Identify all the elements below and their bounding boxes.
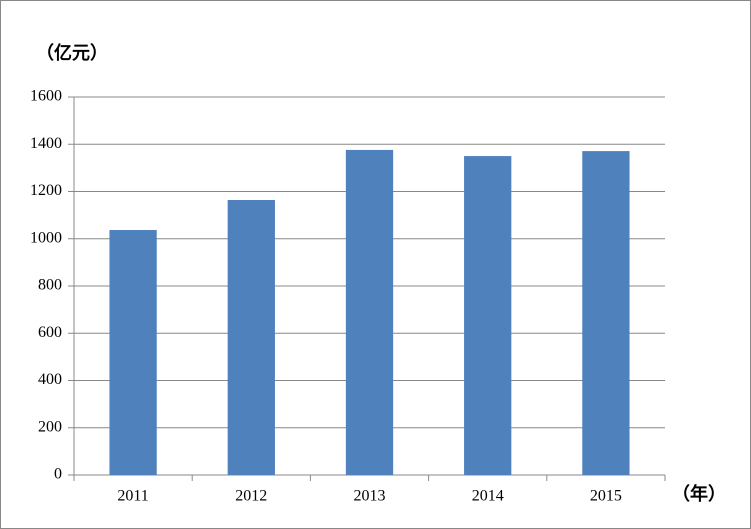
y-tick-label: 200 (38, 418, 62, 435)
y-tick-label: 1400 (30, 135, 62, 152)
bar (109, 230, 157, 475)
y-tick-label: 1200 (30, 182, 62, 199)
bar (582, 151, 630, 475)
y-tick-label: 600 (38, 324, 62, 341)
x-tick-label: 2012 (235, 488, 267, 505)
x-tick-label: 2013 (354, 488, 386, 505)
x-tick-label: 2011 (117, 488, 148, 505)
bar (227, 200, 275, 475)
y-tick-label: 0 (54, 466, 62, 483)
y-tick-label: 1600 (30, 88, 62, 105)
x-axis-label: （年） (672, 483, 726, 505)
y-tick-label: 400 (38, 371, 62, 388)
y-tick-label: 1000 (30, 229, 62, 246)
bar (464, 156, 512, 475)
x-tick-label: 2015 (590, 488, 622, 505)
y-tick-label: 800 (38, 277, 62, 294)
bar (345, 149, 394, 476)
y-axis-label: （亿元） (36, 42, 108, 64)
x-tick-label: 2014 (472, 488, 504, 505)
